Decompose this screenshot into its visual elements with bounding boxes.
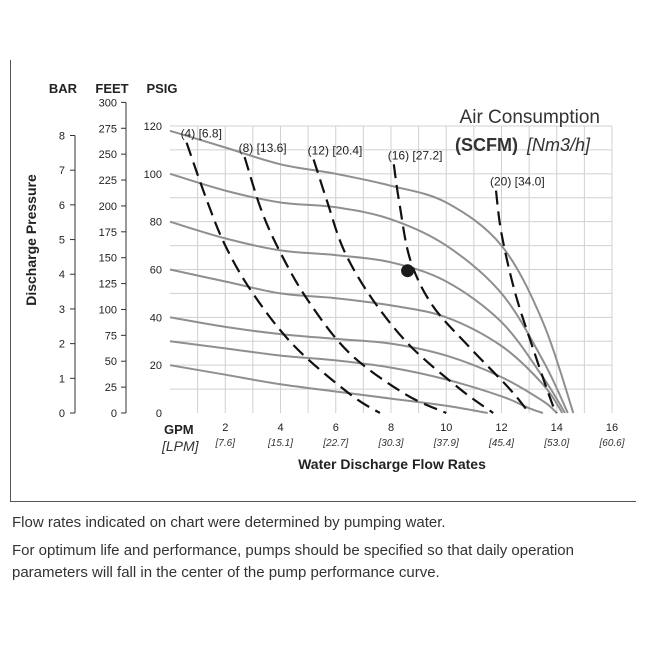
- lpm-tick-label: [60.6]: [598, 438, 624, 449]
- gpm-tick-label: 8: [388, 422, 394, 434]
- gpm-tick-label: 14: [551, 422, 563, 434]
- feet-tick-label: 100: [99, 304, 117, 316]
- air-curve-label: (12) [20.4]: [308, 143, 363, 157]
- feet-tick-label: 125: [99, 279, 117, 291]
- subtitle-scfm: (SCFM): [455, 135, 518, 155]
- frame-left-border: [10, 60, 11, 502]
- psig-tick-label: 100: [144, 169, 162, 181]
- air-curve-2: [312, 159, 494, 414]
- gpm-tick-label: 12: [495, 422, 507, 434]
- air-curve-label: (4) [6.8]: [181, 127, 222, 141]
- lpm-tick-label: [22.7]: [322, 438, 348, 449]
- gpm-tick-label: 4: [277, 422, 283, 434]
- bar-tick-label: 0: [59, 408, 65, 420]
- feet-tick-label: 200: [99, 201, 117, 213]
- subtitle-nm3h: [Nm3/h]: [526, 135, 591, 155]
- pressure-curve-curve-100psig: [169, 172, 569, 414]
- chart-title: Air Consumption: [460, 107, 600, 128]
- footnote-recommendation: For optimum life and performance, pumps …: [12, 542, 574, 581]
- bar-tick-label: 3: [59, 304, 65, 316]
- gpm-tick-label: 16: [606, 422, 618, 434]
- air-curve-1: [243, 156, 447, 415]
- chart-subtitle: (SCFM) [Nm3/h]: [455, 135, 591, 155]
- feet-tick-label: 150: [99, 253, 117, 265]
- x-axis-label: Water Discharge Flow Rates: [298, 456, 486, 472]
- bar-tick-label: 4: [59, 269, 65, 281]
- bar-tick-label: 6: [59, 200, 65, 212]
- bar-tick-label: 5: [59, 235, 65, 247]
- psig-tick-label: 60: [150, 265, 162, 277]
- gpm-tick-label: 6: [333, 422, 339, 434]
- y-axis-label: Discharge Pressure: [23, 174, 39, 306]
- bar-tick-label: 2: [59, 339, 65, 351]
- psig-tick-label: 120: [144, 121, 162, 133]
- feet-tick-label: 25: [105, 382, 117, 394]
- pressure-curve-curve-20psig: [169, 364, 488, 414]
- psig-tick-label: 20: [150, 360, 162, 372]
- frame-bottom-border: [10, 501, 636, 502]
- feet-tick-label: 75: [105, 330, 117, 342]
- psig-tick-label: 80: [150, 217, 162, 229]
- gpm-tick-label: 10: [440, 422, 452, 434]
- air-curve-label: (8) [13.6]: [239, 141, 287, 155]
- feet-tick-label: 275: [99, 123, 117, 135]
- feet-tick-label: 175: [99, 227, 117, 239]
- pressure-curve-curve-40psig: [169, 316, 558, 414]
- bar-tick-label: 7: [59, 165, 65, 177]
- air-curve-label: (16) [27.2]: [388, 148, 443, 162]
- pressure-curve-curve-80psig: [169, 220, 566, 414]
- operating-point-marker: [401, 264, 415, 278]
- air-curve-0: [185, 142, 381, 414]
- air-curve-3: [392, 164, 530, 414]
- lpm-tick-label: [30.3]: [377, 438, 403, 449]
- pressure-curve-curve-30psig: [169, 340, 544, 414]
- feet-tick-label: 50: [105, 356, 117, 368]
- x-unit-lpm: [LPM]: [161, 438, 200, 454]
- air-curve-label: (20) [34.0]: [490, 175, 545, 189]
- feet-tick-label: 300: [99, 97, 117, 109]
- feet-tick-label: 225: [99, 175, 117, 187]
- feet-axis-header: FEET: [95, 81, 128, 96]
- feet-tick-label: 250: [99, 149, 117, 161]
- footnote-water: Flow rates indicated on chart were deter…: [12, 514, 446, 531]
- air-curve-4: [494, 190, 558, 414]
- lpm-tick-label: [53.0]: [543, 438, 569, 449]
- psig-tick-label: 40: [150, 312, 162, 324]
- bar-tick-label: 1: [59, 373, 65, 385]
- lpm-tick-label: [45.4]: [488, 438, 514, 449]
- x-unit-gpm: GPM: [164, 422, 194, 437]
- pressure-curve-curve-60psig: [169, 268, 564, 414]
- psig-tick-label: 0: [156, 408, 162, 420]
- chart-frame: [10, 60, 636, 502]
- lpm-tick-label: [37.9]: [433, 438, 459, 449]
- feet-tick-label: 0: [111, 408, 117, 420]
- gpm-tick-label: 2: [222, 422, 228, 434]
- pressure-curve-curve-120psig: [169, 129, 575, 414]
- psig-axis-header: PSIG: [146, 81, 177, 96]
- lpm-tick-label: [15.1]: [267, 438, 293, 449]
- bar-axis-header: BAR: [49, 81, 78, 96]
- lpm-tick-label: [7.6]: [215, 438, 236, 449]
- bar-tick-label: 8: [59, 130, 65, 142]
